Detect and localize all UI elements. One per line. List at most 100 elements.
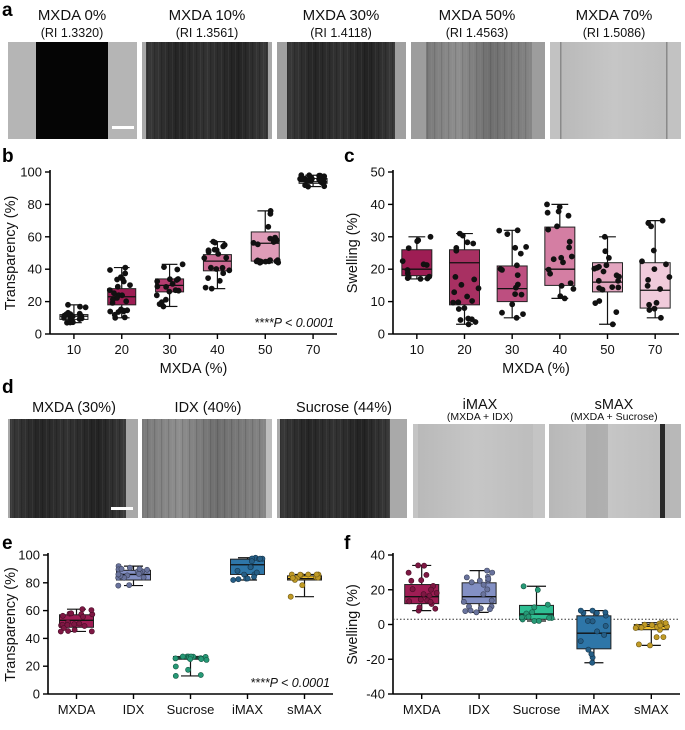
data-point [603, 262, 610, 269]
box-group-idx [460, 567, 497, 616]
box-group-smax [632, 619, 670, 649]
data-point [76, 620, 83, 627]
panel-letter-f: f [344, 533, 351, 554]
data-point [458, 281, 465, 288]
panel-letter-b: b [2, 146, 14, 167]
x-tick-label: Sucrose [167, 702, 215, 717]
data-point [616, 273, 622, 280]
x-tick-label: 70 [306, 342, 320, 357]
data-point [417, 596, 424, 603]
y-tick-label: 20 [371, 582, 385, 597]
data-point [463, 574, 470, 581]
data-point [166, 276, 173, 283]
x-tick-label: MXDA [58, 702, 96, 717]
data-point [265, 223, 272, 230]
data-point [406, 598, 413, 605]
data-point [666, 274, 673, 280]
data-point [71, 627, 78, 633]
data-point [426, 273, 433, 280]
data-point [451, 289, 458, 296]
data-point [119, 276, 126, 282]
data-point [462, 608, 469, 614]
data-point [649, 622, 655, 628]
tile-subtitle: (MXDA + IDX) [447, 411, 513, 423]
data-point [589, 618, 596, 625]
data-point [509, 301, 516, 308]
data-point [417, 275, 424, 282]
data-point [121, 314, 128, 321]
data-point [465, 321, 472, 328]
data-point [473, 609, 480, 616]
x-tick-label: IDX [123, 702, 145, 717]
y-axis-label: Transparency (%) [3, 196, 19, 311]
data-point [613, 309, 620, 315]
box-group-sucrose [172, 653, 210, 679]
data-point [570, 285, 577, 292]
data-point [513, 314, 520, 321]
data-point [645, 220, 652, 226]
scale-bar [112, 126, 134, 129]
tile-title: MXDA (30%) [32, 400, 116, 416]
data-point [615, 284, 622, 291]
data-point [653, 299, 660, 306]
data-point [126, 582, 133, 588]
data-point [316, 176, 323, 183]
data-point [244, 575, 251, 582]
panel-letter-a: a [2, 0, 13, 21]
y-tick-label: 20 [28, 294, 42, 309]
data-point [420, 591, 427, 598]
data-point [585, 646, 592, 653]
x-axis-label: MXDA (%) [502, 361, 570, 377]
data-point [313, 571, 320, 578]
data-point [452, 273, 459, 280]
tile-title: MXDA 70% [576, 7, 653, 24]
data-point [226, 267, 233, 274]
data-point [166, 288, 173, 295]
data-point [461, 305, 468, 311]
micrograph-tile-mxda-30pct: MXDA (30%) [8, 400, 138, 518]
data-point [82, 304, 89, 311]
data-point [248, 558, 255, 565]
box-group-70 [639, 217, 673, 321]
data-point [545, 266, 552, 273]
box-group-idx [115, 563, 151, 589]
box-group-50 [591, 233, 623, 328]
data-point [154, 283, 161, 290]
data-point [544, 201, 550, 208]
data-point [115, 571, 122, 578]
y-tick-label: 40 [26, 631, 40, 646]
box-group-30 [496, 227, 529, 321]
data-point [270, 239, 277, 245]
data-point [174, 266, 181, 273]
y-tick-label: 60 [28, 229, 42, 244]
panel-letter-d: d [2, 377, 14, 398]
data-point [632, 625, 639, 631]
data-point [475, 285, 482, 292]
y-tick-label: 0 [35, 327, 42, 342]
data-point [122, 270, 129, 277]
data-point [79, 606, 86, 613]
y-axis-label: Swelling (%) [345, 584, 361, 665]
box-group-20 [106, 264, 137, 321]
box-group-mxda [404, 562, 440, 614]
data-point [175, 287, 182, 294]
box-group-50 [250, 207, 282, 266]
y-tick-label: 80 [28, 197, 42, 212]
y-tick-label: -40 [366, 687, 385, 702]
chart-f-swelling: -40 -20 0 20 40 MXDA IDX Sucrose iMAX sMAX Swellin… [345, 548, 680, 717]
tile-title: MXDA 30% [303, 7, 380, 24]
y-tick-label: 80 [26, 575, 40, 590]
data-point [609, 284, 616, 290]
data-point [663, 261, 669, 268]
x-tick-label: 30 [505, 342, 519, 357]
box-group-smax [287, 571, 322, 600]
x-tick-label: 50 [258, 342, 272, 357]
data-point [107, 308, 114, 315]
x-tick-label: iMAX [232, 702, 263, 717]
data-point [453, 244, 460, 251]
data-point [601, 632, 607, 638]
data-point [651, 305, 658, 312]
data-point [450, 299, 456, 306]
data-point [235, 576, 242, 583]
data-point [61, 312, 68, 319]
